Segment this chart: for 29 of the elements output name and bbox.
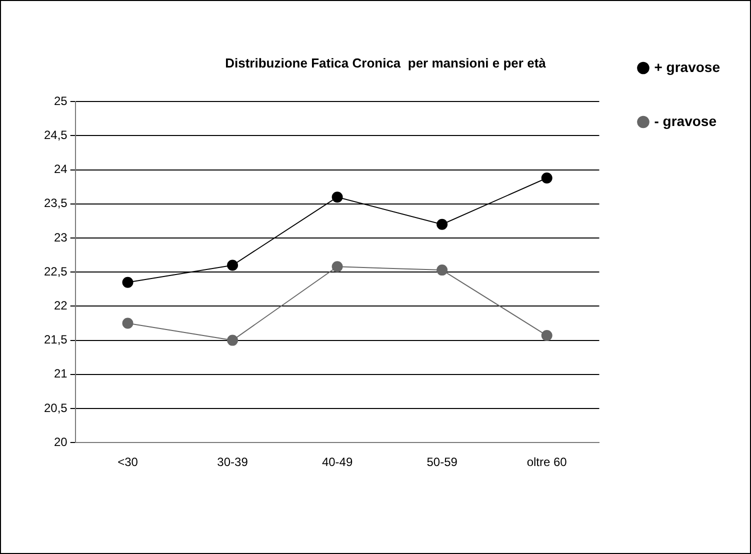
x-tick-label: 40-49 bbox=[322, 455, 353, 470]
y-tick-label: 25 bbox=[54, 94, 68, 108]
legend-label: - gravose bbox=[654, 112, 717, 129]
y-tick-label: 22 bbox=[54, 298, 68, 313]
y-tick-label: 24 bbox=[54, 162, 68, 176]
y-tick-label: 21,5 bbox=[44, 332, 68, 347]
x-tick-label: <30 bbox=[118, 455, 138, 470]
y-tick-label: 24,5 bbox=[44, 128, 68, 142]
y-tick-label: 21 bbox=[54, 366, 68, 381]
point bbox=[436, 264, 448, 276]
point bbox=[227, 334, 238, 346]
y-tick-label: 20,5 bbox=[44, 400, 68, 415]
point bbox=[122, 276, 134, 288]
point bbox=[122, 318, 134, 329]
y-tick-label: 22,5 bbox=[44, 264, 68, 278]
x-tick-label: 30-39 bbox=[217, 455, 248, 470]
point bbox=[227, 260, 238, 271]
y-tick-label: 23,5 bbox=[44, 196, 68, 210]
point bbox=[541, 330, 552, 342]
y-tick-label: 23 bbox=[54, 230, 68, 244]
x-tick-label: oltre 60 bbox=[526, 455, 568, 470]
point bbox=[332, 261, 343, 272]
x-tick-label: 50-59 bbox=[426, 455, 458, 470]
point bbox=[541, 172, 552, 184]
legend-label: + gravose bbox=[654, 58, 720, 75]
y-tick-label: 20 bbox=[54, 434, 68, 449]
point bbox=[436, 218, 448, 230]
chart-title: Distribuzione Fatica Cronica per mansioni e per età bbox=[225, 55, 547, 70]
point bbox=[332, 192, 343, 203]
